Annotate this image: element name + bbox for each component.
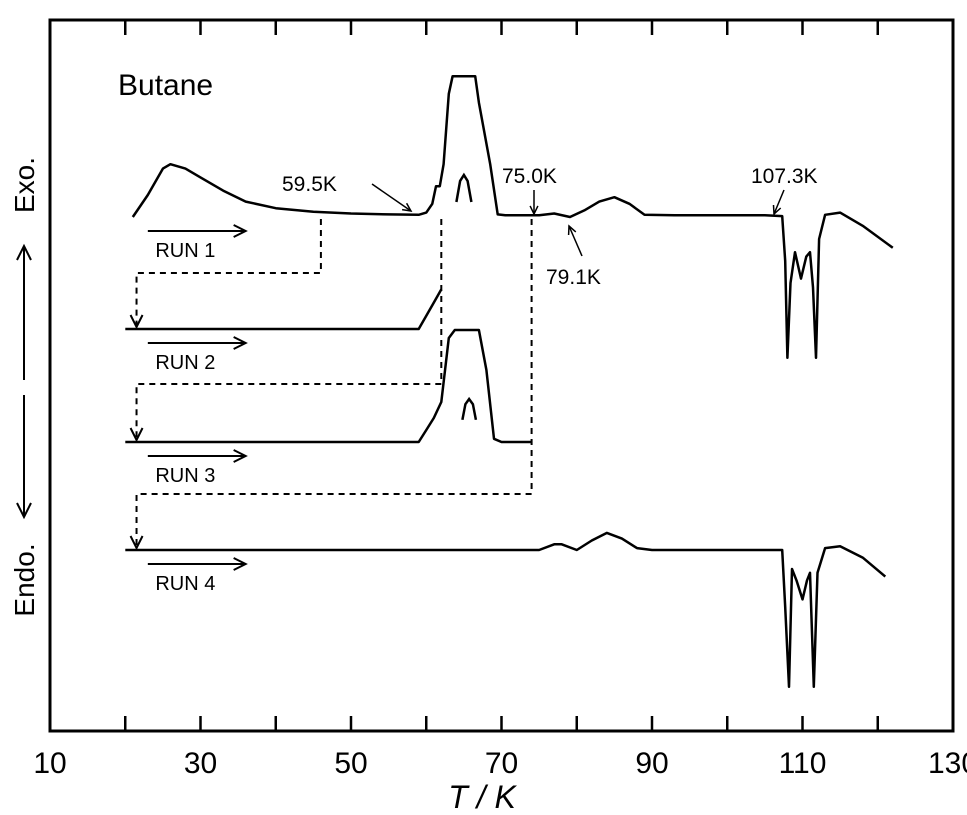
plot-frame — [48, 18, 955, 733]
annotation-107-3k: 107.3K — [751, 165, 818, 188]
x-axis-label: T / K — [448, 779, 517, 815]
annotation-arrowhead-79-1k — [567, 224, 577, 236]
peak-inset-run-3 — [461, 396, 478, 421]
run-label-run-3: RUN 3 — [155, 465, 215, 487]
x-tick-label-30: 30 — [184, 747, 217, 780]
run-arrow-head-run-4 — [233, 557, 248, 571]
connector-arrow-run-4 — [129, 535, 144, 551]
run-label-run-1: RUN 1 — [155, 240, 215, 262]
run-arrow-head-run-1 — [233, 224, 248, 238]
run-arrow-head-run-2 — [233, 336, 248, 350]
run-labels: RUN 1 RUN 2 RUN 3 RUN 4 — [147, 224, 248, 595]
connector-arrow-run-2 — [129, 314, 144, 330]
curve-run-3 — [125, 328, 532, 444]
x-tick-label-70: 70 — [485, 747, 518, 780]
connector-to-run-3 — [135, 219, 443, 440]
run-label-run-2: RUN 2 — [155, 352, 215, 374]
x-tick-label-110: 110 — [779, 747, 827, 780]
x-axis-ticks — [48, 20, 955, 731]
run-curves — [125, 74, 894, 689]
annotation-arrowhead-59-5k — [401, 202, 413, 212]
run-label-run-4: RUN 4 — [155, 573, 215, 595]
x-tick-label-50: 50 — [334, 747, 367, 780]
x-tick-label-10: 10 — [33, 747, 66, 780]
annotation-75-0k: 75.0K — [502, 165, 557, 188]
arrow-up-head — [16, 243, 32, 261]
arrow-down-head — [16, 502, 32, 520]
curve-run-4 — [125, 531, 887, 689]
chart-title: Butane — [118, 69, 213, 102]
annotation-arrowhead-107-3k — [772, 204, 782, 216]
curve-run-2 — [125, 288, 443, 331]
annotation-59-5k: 59.5K — [282, 173, 337, 196]
annotation-pointer-59-5k — [371, 183, 412, 212]
y-label-exo: Exo. — [9, 157, 40, 213]
peak-insets — [455, 172, 478, 421]
y-axis-legend: Exo. Endo. — [9, 157, 40, 617]
run-connectors — [129, 219, 533, 551]
curve-run-1 — [131, 74, 894, 360]
x-tick-label-90: 90 — [635, 747, 668, 780]
connector-arrow-run-3 — [129, 427, 144, 443]
annotation-pointer-79-1k — [568, 225, 583, 257]
annotation-79-1k: 79.1K — [546, 266, 601, 289]
connector-to-run-4 — [135, 219, 533, 548]
annotation-arrowhead-75-0k — [529, 205, 539, 216]
temperature-annotations: 59.5K 75.0K 79.1K 107.3K — [282, 165, 818, 289]
run-arrow-head-run-3 — [233, 449, 248, 463]
x-axis-tick-labels: 10 30 50 70 90 110 130 — [33, 747, 967, 780]
annotation-pointer-107-3k — [773, 189, 785, 215]
x-tick-label-130: 130 — [928, 747, 967, 780]
y-label-endo: Endo. — [9, 543, 40, 616]
peak-inset-run-1 — [455, 172, 473, 203]
connector-to-run-2 — [135, 219, 322, 327]
